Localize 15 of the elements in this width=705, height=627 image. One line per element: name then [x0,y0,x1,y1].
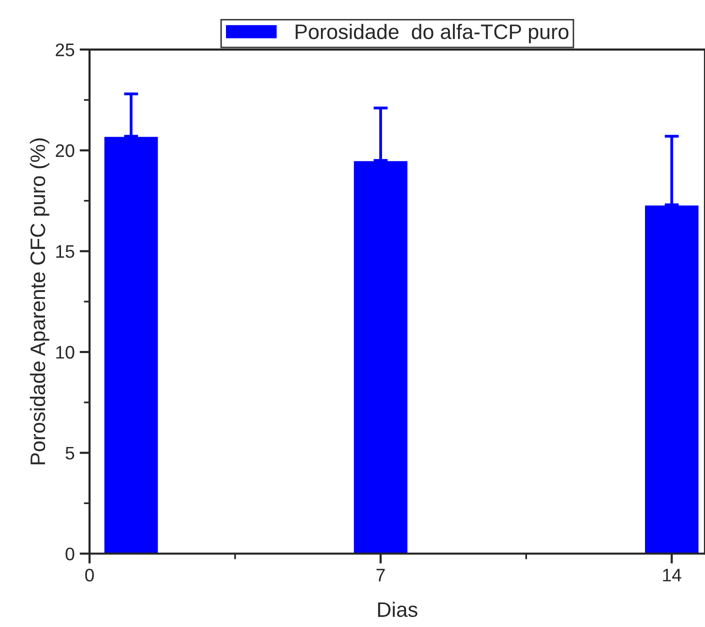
y-tick-label: 0 [66,548,74,560]
y-tick-label: 20 [56,144,74,158]
x-tick-label: 14 [663,568,682,582]
x-axis-title: Dias [378,602,418,618]
y-tick-label: 15 [56,245,74,258]
x-tick-label: 0 [85,568,94,582]
bar [102,136,160,554]
bar [352,160,409,554]
y-tick-label: 25 [56,43,74,56]
y-axis-title: Porosidade Aparente CFC puro (%) [30,138,50,464]
y-tick-label: 5 [66,446,74,460]
x-tick-label: 7 [376,568,385,582]
y-tick-label: 10 [56,346,74,359]
legend-label: Porosidade do alfa-TCP puro [296,24,568,44]
bar [644,204,700,554]
